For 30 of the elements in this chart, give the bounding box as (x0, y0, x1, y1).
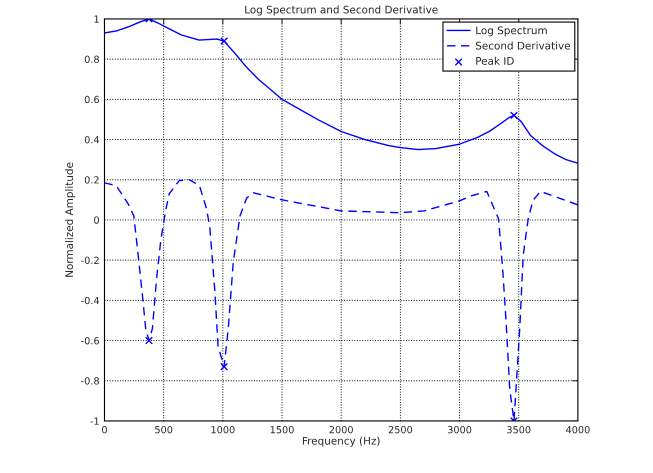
y-tick-label: -1 (90, 418, 99, 425)
y-tick-label: 0.6 (84, 96, 100, 104)
x-tick-label: 0 (102, 426, 107, 434)
legend-label: Log Spectrum (476, 26, 547, 36)
y-tick-label: -0.2 (81, 256, 99, 264)
y-tick-label: 0.4 (84, 136, 100, 144)
y-tick-label: 0 (94, 216, 99, 224)
legend-label: Peak ID (476, 56, 514, 65)
point (220, 37, 228, 45)
point (220, 362, 228, 371)
y-tick-label: -0.6 (81, 337, 100, 344)
x-tick-label: 500 (155, 426, 172, 434)
x-tick-label: 1500 (270, 426, 294, 434)
y-tick-label: -0.4 (81, 296, 100, 304)
y-tick-label: 1 (94, 16, 99, 23)
chart-title: Log Spectrum and Second Derivative (245, 5, 438, 16)
x-tick-label: 3500 (507, 426, 530, 434)
y-axis-title: Normalized Amplitude (65, 162, 76, 277)
y-tick-label: 0.8 (84, 56, 99, 63)
x-tick-label: 2000 (330, 426, 353, 434)
point (510, 111, 518, 120)
legend-label: Second Derivative (476, 42, 570, 50)
y-tick-label: -0.8 (81, 377, 99, 385)
x-tick-label: 3000 (448, 426, 472, 434)
x-tick-label: 1000 (212, 426, 235, 434)
x-tick-label: 2500 (388, 426, 412, 434)
point (145, 336, 153, 345)
y-tick-label: 0.2 (84, 176, 99, 184)
x-axis-title: Frequency (Hz) (302, 436, 380, 447)
x-tick-label: 4000 (566, 426, 590, 434)
